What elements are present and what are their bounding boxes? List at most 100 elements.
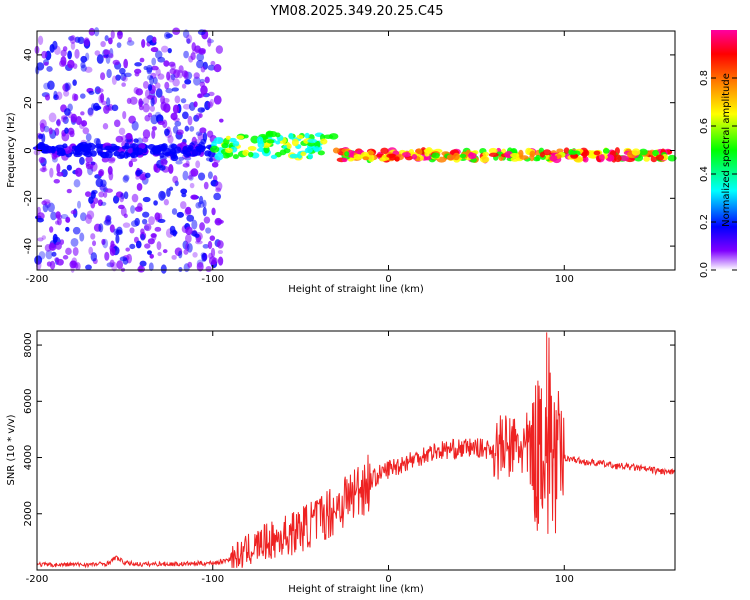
spectrogram-noise-blob [88,27,96,36]
spectrogram-noise-blob [131,193,139,203]
spectrogram-noise-blob [155,111,162,119]
spectrogram-band-blob [289,153,299,159]
spectrogram-xtick-label: -200 [26,274,49,285]
spectrogram-band-blob [162,147,172,156]
spectrogram-noise-blob [70,41,76,50]
spectrogram-band-blob [563,147,570,154]
spectrogram-noise-blob [165,88,173,94]
snr-ytick-label: 6000 [23,389,34,414]
spectrogram-noise-blob [150,65,159,71]
spectrogram-noise-blob [115,74,121,81]
spectrogram-noise-blob [203,181,209,190]
spectrogram-band-blob [266,139,275,144]
spectrogram-band-blob [556,148,564,154]
spectrogram-band-blob [270,154,278,159]
spectrogram-band-blob [275,140,281,145]
spectrogram-noise-blob [70,210,77,215]
spectrogram-heatmap [32,27,677,274]
spectrogram-noise-blob [217,256,224,266]
spectrogram-noise-blob [110,240,115,248]
spectrogram-noise-blob [127,36,132,43]
spectrogram-noise-blob [149,105,155,112]
spectrogram-noise-blob [96,88,104,93]
spectrogram-noise-blob [120,192,125,200]
spectrogram-noise-blob [55,211,61,219]
spectrogram-noise-blob [193,72,200,79]
spectrogram-noise-blob [41,200,47,206]
spectrogram-noise-blob [154,212,161,221]
spectrogram-noise-blob [182,103,191,110]
spectrogram-noise-blob [144,89,150,99]
spectrogram-noise-blob [142,103,150,113]
spectrogram-noise-blob [173,69,180,79]
spectrogram-band-blob [286,143,292,150]
spectrogram-noise-blob [84,66,93,73]
spectrogram-noise-blob [116,42,122,48]
spectrogram-band-blob [72,150,83,156]
spectrogram-noise-blob [118,127,126,136]
spectrogram-noise-blob [67,50,72,60]
spectrogram-noise-blob [193,114,200,122]
colorbar-gradient [711,30,737,270]
spectrogram-noise-blob [157,218,166,223]
spectrogram-noise-blob [147,84,153,91]
spectrogram-noise-blob [120,206,127,217]
spectrogram-noise-blob [197,132,204,141]
spectrogram-noise-blob [52,40,58,50]
spectrogram-noise-blob [73,179,81,188]
spectrogram-noise-blob [100,201,107,206]
spectrogram-noise-blob [152,76,158,85]
spectrogram-noise-blob [122,175,129,183]
spectrogram-band-blob [307,153,314,160]
spectrogram-noise-blob [53,178,60,184]
spectrogram-ytick-label: -20 [23,190,34,206]
spectrogram-noise-blob [123,174,130,181]
spectrogram-noise-blob [162,249,168,254]
spectrogram-noise-blob [156,241,162,251]
spectrogram-band-blob [320,138,328,145]
spectrogram-noise-blob [115,234,120,244]
spectrogram-band-blob [539,151,545,158]
spectrogram-band-blob [221,142,229,149]
spectrogram-band-blob [257,140,265,149]
spectrogram-noise-blob [190,141,198,146]
spectrogram-noise-blob [157,251,162,257]
spectrogram-noise-blob [60,116,67,123]
spectrogram-noise-blob [182,29,190,39]
spectrogram-noise-blob [200,85,208,96]
spectrogram-noise-blob [180,188,188,194]
spectrogram-noise-blob [189,182,195,189]
spectrogram-noise-blob [94,50,101,56]
spectrogram-band-blob [488,152,499,158]
spectrogram-band-blob [344,151,350,157]
spectrogram-noise-blob [211,161,219,168]
spectrogram-noise-blob [90,233,96,240]
spectrogram-noise-blob [217,219,224,224]
spectrogram-noise-blob [185,34,193,44]
spectrogram-band-blob [138,143,146,150]
spectrogram-xlabel: Height of straight line (km) [288,284,424,295]
spectrogram-noise-blob [61,131,70,142]
spectrogram-noise-blob [87,107,94,116]
spectrogram-ytick-label: 0 [23,147,34,153]
spectrogram-noise-blob [123,58,128,69]
spectrogram-band-blob [296,134,304,139]
spectrogram-noise-blob [142,80,149,89]
spectrogram-noise-blob [80,212,87,222]
spectrogram-noise-blob [174,120,182,127]
spectrogram-noise-blob [219,118,224,123]
snr-ytick-label: 2000 [23,501,34,526]
spectrogram-noise-blob [193,76,201,86]
spectrogram-noise-blob [213,192,222,201]
spectrogram-noise-blob [72,226,81,235]
spectrogram-noise-blob [55,241,62,250]
spectrogram-noise-blob [197,172,206,181]
snr-xlabel: Height of straight line (km) [288,584,424,595]
spectrogram-noise-blob [177,69,184,79]
spectrogram-noise-blob [138,264,143,272]
spectrogram-noise-blob [80,64,87,72]
colorbar-tick-label: 0.6 [699,118,710,134]
spectrogram-noise-blob [100,179,107,188]
spectrogram-noise-blob [48,112,57,123]
spectrogram-band-blob [452,152,460,161]
